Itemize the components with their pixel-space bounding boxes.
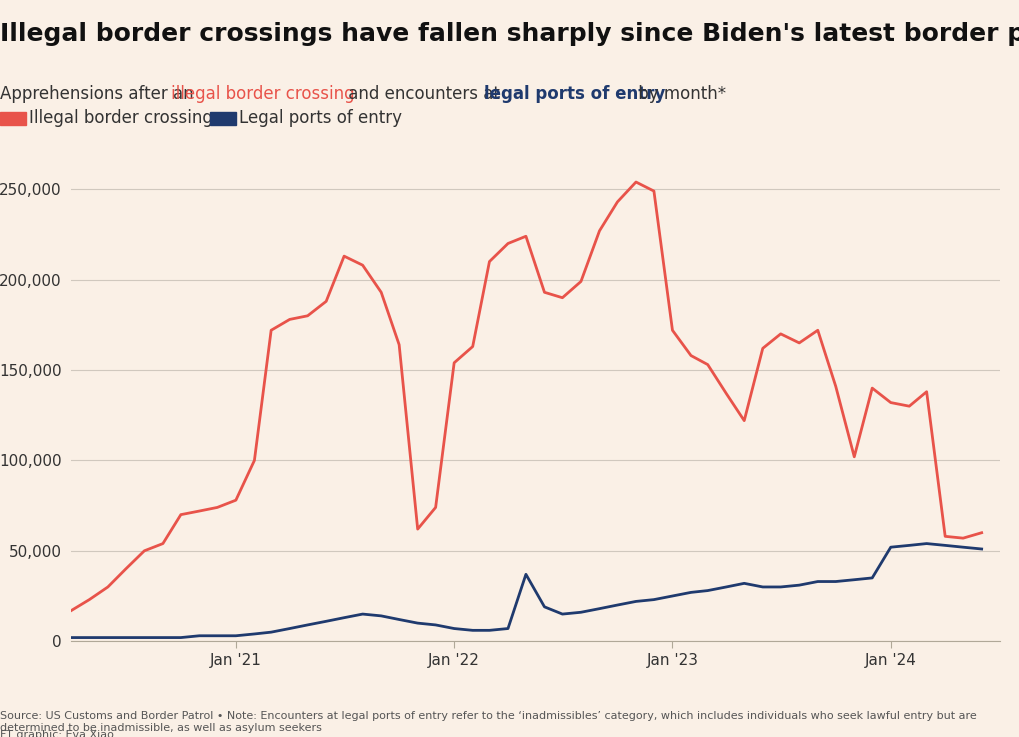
Text: legal ports of entry: legal ports of entry [483, 85, 664, 102]
Text: FT graphic: Eva Xiao: FT graphic: Eva Xiao [0, 730, 114, 737]
Text: Apprehensions after an: Apprehensions after an [0, 85, 199, 102]
Text: Source: US Customs and Border Patrol • Note: Encounters at legal ports of entry : Source: US Customs and Border Patrol • N… [0, 711, 976, 733]
Text: illegal border crossing: illegal border crossing [171, 85, 355, 102]
Text: by month*: by month* [632, 85, 726, 102]
Text: Illegal border crossing: Illegal border crossing [29, 109, 212, 127]
Text: and encounters at: and encounters at [342, 85, 504, 102]
Text: Illegal border crossings have fallen sharply since Biden's latest border policy: Illegal border crossings have fallen sha… [0, 22, 1019, 46]
Text: Legal ports of entry: Legal ports of entry [238, 109, 401, 127]
